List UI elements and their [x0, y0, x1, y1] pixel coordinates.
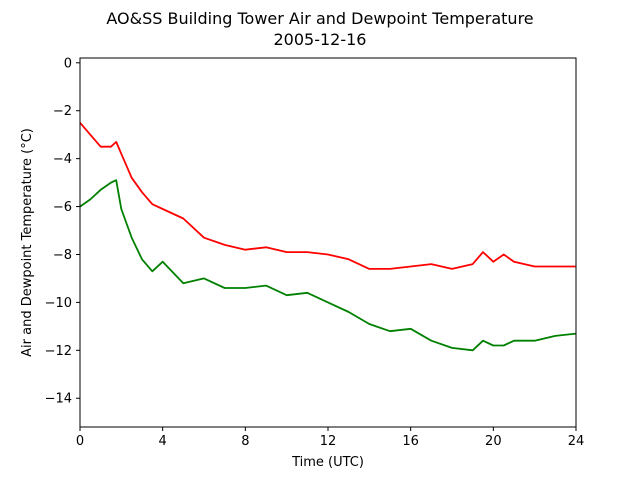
series-line-1: [79, 179, 577, 352]
series-line-0: [79, 122, 576, 270]
series-layer: [79, 122, 577, 352]
ticks-layer: 0 4 8 12 16 20 24 0 −2 −4 −6 −8 −10 −12 −14: [45, 56, 585, 449]
y-tick-label: −8: [53, 248, 72, 263]
y-tick-label: −10: [45, 296, 72, 311]
x-tick-label: 8: [241, 434, 249, 449]
x-tick-label: 0: [76, 434, 84, 449]
x-axis-label: Time (UTC): [291, 455, 364, 470]
x-tick-label: 4: [159, 434, 167, 449]
x-tick-label: 20: [485, 434, 502, 449]
x-tick-label: 12: [320, 434, 337, 449]
x-tick-label: 16: [402, 434, 419, 449]
y-tick-label: 0: [64, 56, 72, 71]
y-axis-label: Air and Dewpoint Temperature (°C): [20, 128, 35, 357]
y-tick-label: −2: [53, 104, 72, 119]
chart-subtitle: 2005-12-16: [274, 30, 367, 49]
y-tick-label: −12: [45, 344, 72, 359]
y-tick-label: −14: [45, 392, 72, 407]
y-tick-label: −4: [53, 152, 72, 167]
chart-title: AO&SS Building Tower Air and Dewpoint Te…: [106, 9, 533, 28]
x-tick-label: 24: [568, 434, 585, 449]
y-tick-label: −6: [53, 200, 72, 215]
